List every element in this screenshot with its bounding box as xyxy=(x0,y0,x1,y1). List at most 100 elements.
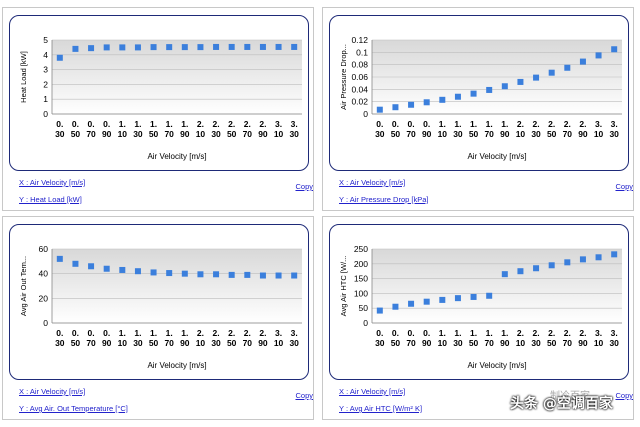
y-axis-link[interactable]: Y : Avg Air HTC [W/m² K] xyxy=(339,404,423,413)
x-tick-label: 1. xyxy=(119,119,126,129)
x-tick-label: 1. xyxy=(181,119,188,129)
x-tick-label-2: 70 xyxy=(484,338,494,348)
x-tick-label-2: 50 xyxy=(547,338,557,348)
x-axis-link[interactable]: X : Air Velocity [m/s] xyxy=(19,178,86,187)
chart-panel-heat-load: 0 1 2 3 4 5 0. 30 0. 50 0. 70 0. 90 1. 10 1. 30 1. 50 1. 70 1.… xyxy=(2,7,314,211)
copy-link[interactable]: Copy xyxy=(295,182,313,191)
x-tick-label-2: 30 xyxy=(289,129,299,139)
x-tick-label: 3. xyxy=(595,328,602,338)
y-tick-label: 0 xyxy=(43,318,48,328)
x-tick-label-2: 10 xyxy=(594,338,604,348)
data-point xyxy=(408,300,415,307)
x-tick-label: 3. xyxy=(275,119,282,129)
data-point xyxy=(564,64,571,71)
x-tick-label: 1. xyxy=(486,328,493,338)
y-tick-label: 0.04 xyxy=(351,84,368,94)
x-tick-label: 2. xyxy=(564,119,571,129)
x-tick-label: 2. xyxy=(517,119,524,129)
y-axis-link[interactable]: Y : Heat Load [kW] xyxy=(19,195,82,204)
x-tick-label: 1. xyxy=(439,328,446,338)
y-axis-label: Avg Air Out Tem... xyxy=(19,256,28,316)
data-point xyxy=(501,83,508,90)
data-point xyxy=(150,44,157,51)
x-tick-label-2: 30 xyxy=(55,338,65,348)
chart-out-temperature: 02040600.300.500.700.901.101.301.501.701… xyxy=(19,244,302,370)
x-tick-label: 0. xyxy=(56,328,63,338)
chart-panel-pressure-drop: 0 0.02 0.04 0.06 0.08 0.1 0.12 0. 30 0. 50 0. 70 0. 90… xyxy=(322,7,634,211)
data-point xyxy=(470,293,477,300)
x-tick-label: 2. xyxy=(517,328,524,338)
x-axis-link[interactable]: X : Air Velocity [m/s] xyxy=(339,178,406,187)
data-point xyxy=(486,292,493,299)
x-tick-label: 2. xyxy=(213,119,220,129)
y-tick-label: 60 xyxy=(39,244,49,254)
x-tick-label: 0. xyxy=(392,328,399,338)
data-point xyxy=(259,272,266,279)
x-tick-label-2: 30 xyxy=(531,338,541,348)
x-tick-label-2: 10 xyxy=(274,129,284,139)
x-axis-label: Air Velocity [m/s] xyxy=(147,152,206,161)
data-point xyxy=(275,272,282,279)
data-point xyxy=(486,86,493,93)
data-point xyxy=(181,270,188,277)
x-tick-label-2: 70 xyxy=(406,129,416,139)
x-tick-label: 1. xyxy=(166,328,173,338)
x-tick-label: 0. xyxy=(72,328,79,338)
y-tick-label: 0 xyxy=(43,109,48,119)
y-tick-label: 20 xyxy=(39,293,49,303)
y-axis-link[interactable]: Y : Avg Air. Out Temperature [°C] xyxy=(19,404,128,413)
x-tick-label: 0. xyxy=(72,119,79,129)
x-tick-label: 1. xyxy=(470,328,477,338)
y-axis-link[interactable]: Y : Air Pressure Drop [kPa] xyxy=(339,195,429,204)
x-tick-label-2: 90 xyxy=(102,338,112,348)
x-tick-label: 1. xyxy=(150,328,157,338)
chart-heat-load: 0123450.300.500.700.901.101.301.501.701.… xyxy=(19,35,302,161)
copy-link[interactable]: Copy xyxy=(295,391,313,400)
x-tick-label-2: 30 xyxy=(609,338,619,348)
y-tick-label: 0.08 xyxy=(351,60,368,70)
x-tick-label-2: 90 xyxy=(422,129,432,139)
x-tick-label: 1. xyxy=(150,119,157,129)
x-tick-label-2: 70 xyxy=(164,338,174,348)
copy-link[interactable]: Copy xyxy=(615,182,633,191)
chart-air-htc: 0501001502002500.300.500.700.901.101.301… xyxy=(339,244,622,370)
x-tick-label-2: 10 xyxy=(594,129,604,139)
x-tick-label-2: 10 xyxy=(438,338,448,348)
x-tick-label-2: 30 xyxy=(453,129,463,139)
x-tick-label-2: 50 xyxy=(71,338,81,348)
x-tick-label-2: 30 xyxy=(211,338,221,348)
x-axis-link[interactable]: X : Air Velocity [m/s] xyxy=(19,387,86,396)
copy-link[interactable]: Copy xyxy=(615,391,633,400)
data-point xyxy=(150,269,157,276)
x-tick-label-2: 10 xyxy=(516,129,526,139)
x-tick-label: 0. xyxy=(103,328,110,338)
data-point xyxy=(533,265,540,272)
x-tick-label-2: 50 xyxy=(149,338,159,348)
x-tick-label-2: 30 xyxy=(375,129,385,139)
x-tick-label: 3. xyxy=(611,328,618,338)
x-tick-label: 2. xyxy=(197,328,204,338)
x-tick-label-2: 30 xyxy=(375,338,385,348)
y-tick-label: 200 xyxy=(354,259,368,269)
x-tick-label-2: 30 xyxy=(289,338,299,348)
data-point xyxy=(423,298,430,305)
data-point xyxy=(72,45,79,52)
data-point xyxy=(439,96,446,103)
x-axis-link[interactable]: X : Air Velocity [m/s] xyxy=(339,387,406,396)
x-tick-label: 2. xyxy=(197,119,204,129)
x-axis-label: Air Velocity [m/s] xyxy=(467,361,526,370)
x-tick-label-2: 70 xyxy=(86,338,96,348)
y-tick-label: 1 xyxy=(43,94,48,104)
x-tick-label: 0. xyxy=(376,328,383,338)
x-tick-label-2: 70 xyxy=(563,338,573,348)
plot-area xyxy=(52,249,302,323)
x-tick-label-2: 70 xyxy=(164,129,174,139)
data-point xyxy=(197,271,204,278)
y-tick-label: 0 xyxy=(363,318,368,328)
x-tick-label: 2. xyxy=(213,328,220,338)
x-tick-label: 0. xyxy=(423,119,430,129)
x-tick-label: 1. xyxy=(501,328,508,338)
x-tick-label: 1. xyxy=(134,119,141,129)
y-tick-label: 50 xyxy=(359,303,369,313)
y-tick-label: 0.1 xyxy=(356,47,368,57)
